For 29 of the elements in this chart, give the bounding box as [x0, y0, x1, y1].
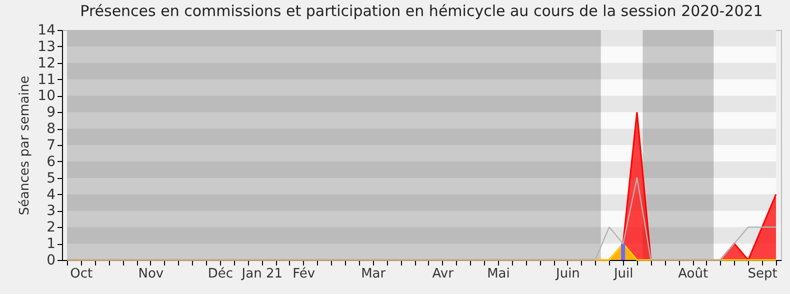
x-tick-label: Déc	[208, 266, 233, 282]
y-tick-label: 4	[46, 186, 56, 203]
x-tick-label: Mai	[487, 266, 510, 282]
y-tick-label: 9	[46, 104, 56, 121]
y-tick-label: 0	[46, 252, 56, 268]
y-tick-label: 2	[46, 220, 56, 236]
x-tick-label: Nov	[138, 266, 164, 282]
y-tick-label: 11	[38, 72, 56, 88]
y-tick-label: 1	[46, 236, 56, 252]
x-tick-label: Mar	[361, 266, 386, 282]
y-tick-label: 7	[46, 138, 56, 154]
chart-title: Présences en commissions et participation en hémicycle au cours de la session 2020-2021	[80, 2, 763, 20]
x-tick-label: Fév	[292, 266, 316, 282]
y-tick-label: 8	[46, 121, 56, 138]
x-tick-label: Août	[678, 266, 708, 282]
y-tick-label: 12	[38, 55, 56, 72]
x-tick-label: Sept	[748, 266, 778, 282]
x-tick-label: Jan 21	[240, 266, 282, 282]
y-tick-label: 13	[38, 38, 56, 55]
y-tick-label: 5	[46, 170, 56, 186]
x-tick-label: Avr	[432, 266, 454, 282]
x-tick-label: Juin	[555, 266, 580, 282]
y-tick-label: 3	[46, 203, 56, 220]
x-tick-label: Juil	[612, 266, 634, 282]
y-tick-label: 6	[46, 154, 56, 170]
y-axis-title: Séances par semaine	[18, 76, 33, 216]
y-tick-label: 10	[38, 88, 56, 104]
y-tick-label: 14	[38, 22, 56, 38]
x-tick-label: Oct	[70, 266, 93, 282]
